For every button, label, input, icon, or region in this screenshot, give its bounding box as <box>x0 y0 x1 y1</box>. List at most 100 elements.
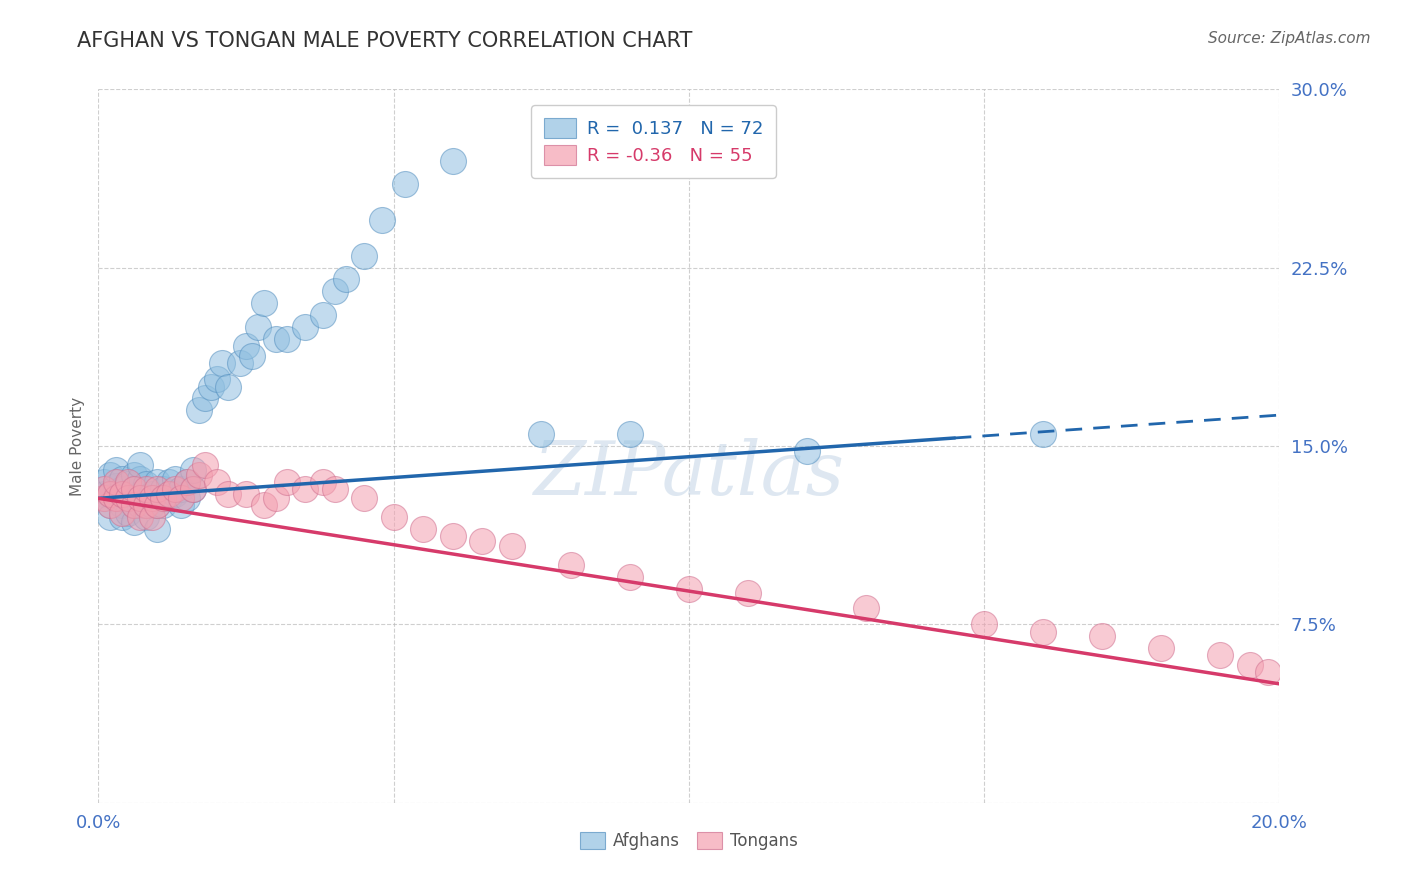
Point <box>117 486 139 500</box>
Point <box>111 499 134 513</box>
Point <box>200 379 222 393</box>
Point <box>141 491 163 506</box>
Point <box>737 586 759 600</box>
Point <box>146 499 169 513</box>
Point <box>146 499 169 513</box>
Point <box>240 349 263 363</box>
Point <box>194 392 217 406</box>
Point <box>128 499 150 513</box>
Point <box>1209 648 1232 663</box>
Point <box>157 491 180 506</box>
Point <box>122 515 145 529</box>
Point <box>165 472 187 486</box>
Text: AFGHAN VS TONGAN MALE POVERTY CORRELATION CHART: AFGHAN VS TONGAN MALE POVERTY CORRELATIO… <box>77 31 693 51</box>
Point <box>117 475 139 489</box>
Point <box>117 477 139 491</box>
Point <box>98 499 121 513</box>
Point <box>441 529 464 543</box>
Point <box>294 482 316 496</box>
Point <box>276 332 298 346</box>
Point <box>135 499 157 513</box>
Point <box>111 486 134 500</box>
Point <box>353 249 375 263</box>
Point <box>122 499 145 513</box>
Text: ZIPatlas: ZIPatlas <box>533 438 845 511</box>
Point <box>371 213 394 227</box>
Point <box>176 475 198 489</box>
Point <box>105 479 128 493</box>
Point <box>235 486 257 500</box>
Point <box>323 285 346 299</box>
Point <box>152 491 174 506</box>
Point <box>117 491 139 506</box>
Point <box>394 178 416 192</box>
Point <box>1150 641 1173 656</box>
Point <box>1032 427 1054 442</box>
Point <box>141 510 163 524</box>
Point <box>98 510 121 524</box>
Point <box>560 558 582 572</box>
Point <box>246 320 269 334</box>
Point <box>501 539 523 553</box>
Point <box>128 510 150 524</box>
Point <box>235 339 257 353</box>
Point <box>294 320 316 334</box>
Point <box>146 475 169 489</box>
Point <box>105 463 128 477</box>
Point <box>111 510 134 524</box>
Point <box>678 582 700 596</box>
Point <box>135 491 157 506</box>
Point <box>323 482 346 496</box>
Point <box>93 491 115 506</box>
Point <box>105 491 128 506</box>
Point <box>122 482 145 496</box>
Point <box>973 617 995 632</box>
Point <box>619 427 641 442</box>
Point <box>1257 665 1279 679</box>
Point <box>128 472 150 486</box>
Point <box>105 475 128 489</box>
Point <box>170 482 193 496</box>
Point <box>135 482 157 496</box>
Point <box>619 570 641 584</box>
Point <box>141 499 163 513</box>
Point <box>217 379 239 393</box>
Point <box>253 296 276 310</box>
Point <box>1239 657 1261 672</box>
Point <box>146 482 169 496</box>
Point <box>1091 629 1114 643</box>
Point <box>353 491 375 506</box>
Point <box>165 482 187 496</box>
Point <box>122 499 145 513</box>
Point <box>181 482 204 496</box>
Point <box>128 491 150 506</box>
Point <box>98 486 121 500</box>
Point <box>111 506 134 520</box>
Point <box>855 600 877 615</box>
Point <box>98 486 121 500</box>
Point <box>264 491 287 506</box>
Point <box>98 499 121 513</box>
Point <box>111 491 134 506</box>
Point <box>181 482 204 496</box>
Point <box>93 491 115 506</box>
Point <box>93 475 115 489</box>
Point <box>471 534 494 549</box>
Point <box>187 467 209 482</box>
Point <box>146 522 169 536</box>
Point <box>312 308 335 322</box>
Point <box>181 463 204 477</box>
Point <box>1032 624 1054 639</box>
Point <box>152 499 174 513</box>
Point <box>122 467 145 482</box>
Point <box>217 486 239 500</box>
Point <box>253 499 276 513</box>
Point <box>211 356 233 370</box>
Point <box>105 491 128 506</box>
Point <box>117 491 139 506</box>
Point <box>135 510 157 524</box>
Y-axis label: Male Poverty: Male Poverty <box>69 396 84 496</box>
Point <box>796 443 818 458</box>
Point <box>117 506 139 520</box>
Point <box>187 403 209 417</box>
